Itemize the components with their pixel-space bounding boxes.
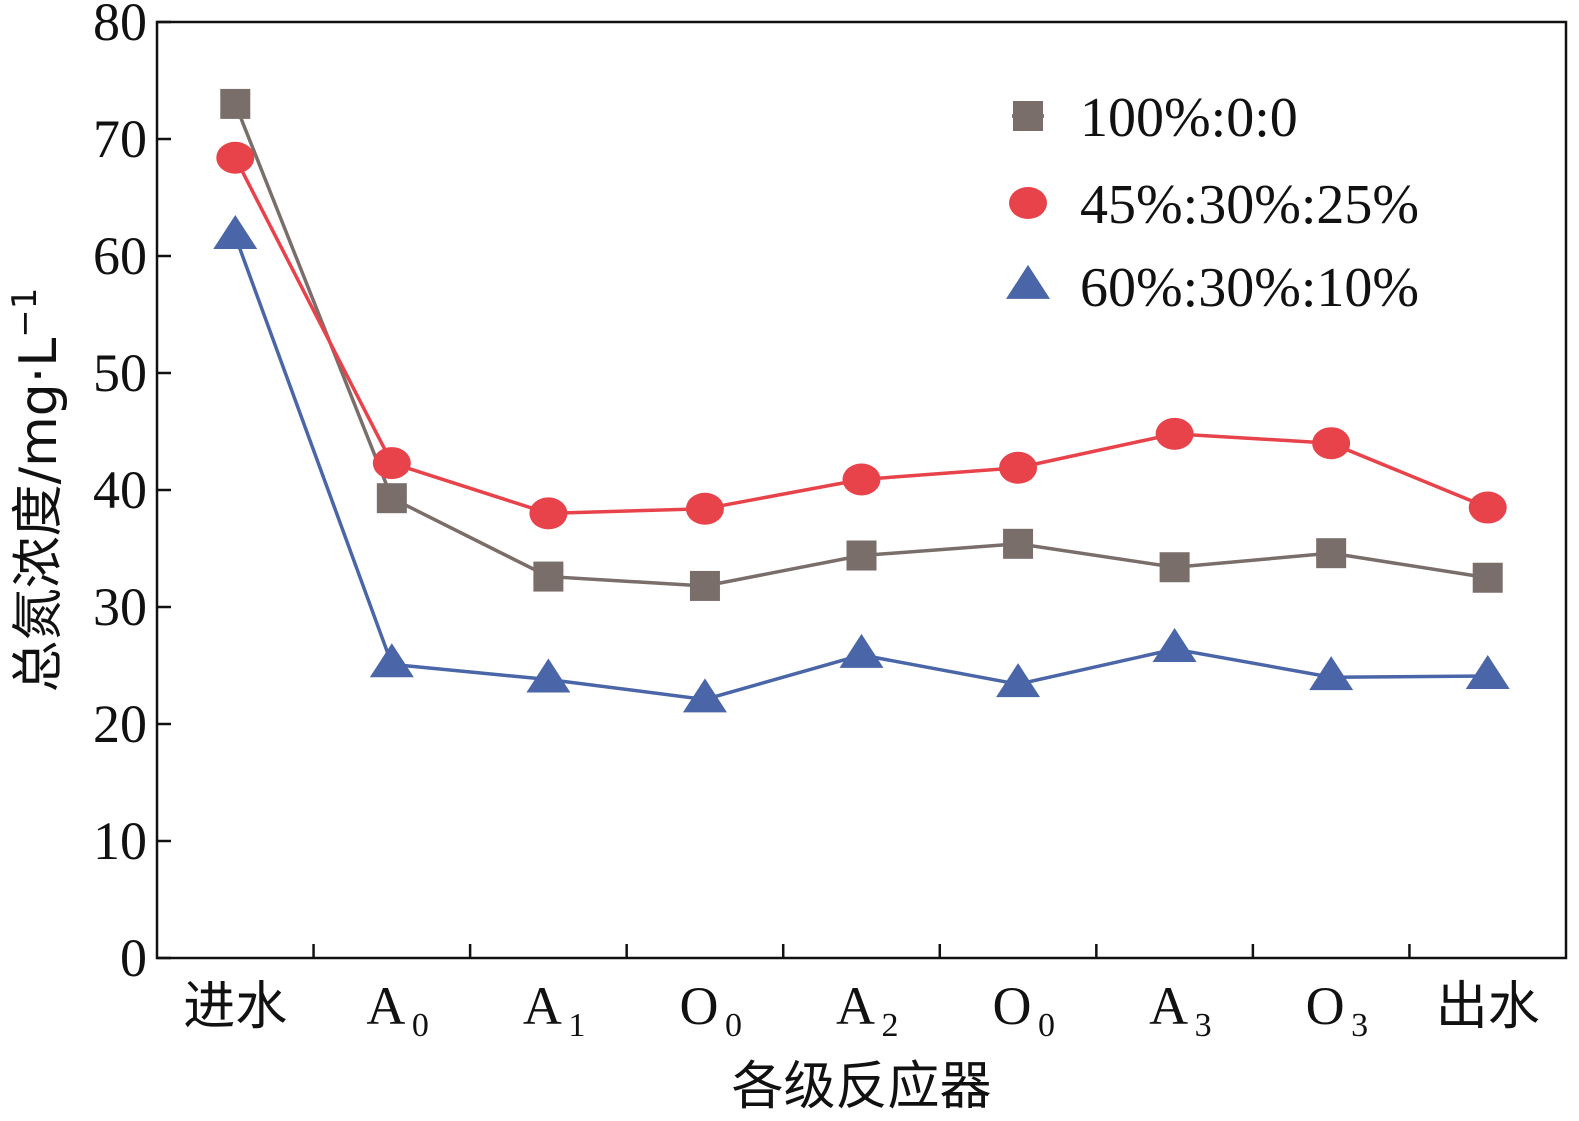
y-axis-title: 总氮浓度/mg·L−1: [5, 288, 69, 693]
x-tick-label-main: O: [1306, 976, 1345, 1036]
data-point: [1155, 417, 1194, 450]
data-point: [220, 88, 251, 119]
legend-label: 60%:30%:10%: [1080, 257, 1419, 319]
y-tick-label: 40: [93, 460, 147, 520]
legend-marker: [1009, 187, 1047, 219]
x-tick-label-main: O: [679, 976, 718, 1036]
x-tick-label-subscript: 2: [882, 1007, 899, 1044]
y-tick-label: 80: [93, 0, 147, 52]
data-point: [846, 540, 877, 571]
data-point: [842, 463, 881, 496]
data-point: [689, 570, 720, 601]
data-point: [1316, 538, 1347, 569]
data-point: [372, 447, 411, 480]
x-tick-label-main: O: [993, 976, 1032, 1036]
x-tick-label-main: A: [366, 976, 405, 1036]
series-3: [213, 215, 1510, 713]
y-tick-label: 10: [93, 811, 147, 871]
data-point: [999, 451, 1038, 484]
data-point: [996, 663, 1041, 698]
data-point: [1468, 491, 1507, 524]
x-tick-label-subscript: 3: [1195, 1007, 1212, 1044]
data-point: [533, 561, 564, 592]
data-point: [526, 658, 571, 693]
x-tick-label-main: 出水: [1436, 977, 1540, 1037]
data-point: [213, 215, 258, 250]
data-point: [376, 483, 407, 514]
x-tick-label-subscript: 0: [1038, 1007, 1055, 1044]
x-tick-label-subscript: 3: [1351, 1007, 1368, 1044]
x-tick-label-main: A: [836, 976, 875, 1036]
y-axis: 0 10 20 30 40 50 60 70 80: [93, 0, 171, 988]
y-tick-label: 0: [120, 928, 147, 988]
data-point: [839, 633, 884, 668]
y-axis-title-exponent: −1: [5, 288, 45, 338]
legend-label: 45%:30%:25%: [1080, 174, 1419, 236]
y-tick-label: 20: [93, 694, 147, 754]
data-point: [1309, 656, 1354, 691]
x-tick-label-main: A: [523, 976, 562, 1036]
x-tick-label-subscript: 1: [568, 1007, 585, 1044]
y-tick-label: 60: [93, 226, 147, 286]
data-point: [1003, 528, 1034, 559]
y-tick-label: 30: [93, 577, 147, 637]
legend-item: 45%:30%:25%: [1009, 174, 1419, 236]
legend-item: 100%:0:0: [1012, 87, 1298, 149]
x-tick-label: 进水: [183, 977, 287, 1037]
data-point: [1472, 562, 1503, 593]
y-axis-title-text: 总氮浓度/mg·L: [9, 338, 69, 693]
y-tick-label: 50: [93, 343, 147, 403]
y-tick-label: 70: [93, 109, 147, 169]
series-1: [220, 88, 1503, 601]
series-group: [213, 88, 1510, 713]
data-point: [682, 678, 727, 713]
x-tick-label-main: A: [1149, 976, 1188, 1036]
x-tick-label: 出水: [1436, 977, 1540, 1037]
series-2: [216, 141, 1507, 530]
data-point: [1312, 427, 1351, 460]
x-tick-label-main: 进水: [183, 977, 287, 1037]
data-point: [216, 141, 255, 174]
x-axis: 进水 A 0 A 1 O 0 A 2 O 0 A 3 O 3 出水: [183, 944, 1540, 1044]
data-point: [369, 643, 414, 678]
data-point: [1152, 628, 1197, 663]
legend-marker: [1013, 101, 1043, 131]
x-axis-title: 各级反应器: [731, 1057, 991, 1117]
data-point: [1465, 654, 1510, 689]
legend-label: 100%:0:0: [1080, 87, 1298, 149]
legend: 100%:0:0 45%:30%:25% 60%:30%:10%: [1006, 87, 1419, 319]
data-point: [1159, 552, 1190, 583]
legend-marker: [1006, 264, 1050, 299]
x-tick-label-subscript: 0: [725, 1007, 742, 1044]
legend-item: 60%:30%:10%: [1006, 257, 1419, 319]
data-point: [685, 492, 724, 525]
data-point: [529, 497, 568, 530]
x-tick-label-subscript: 0: [412, 1007, 429, 1044]
